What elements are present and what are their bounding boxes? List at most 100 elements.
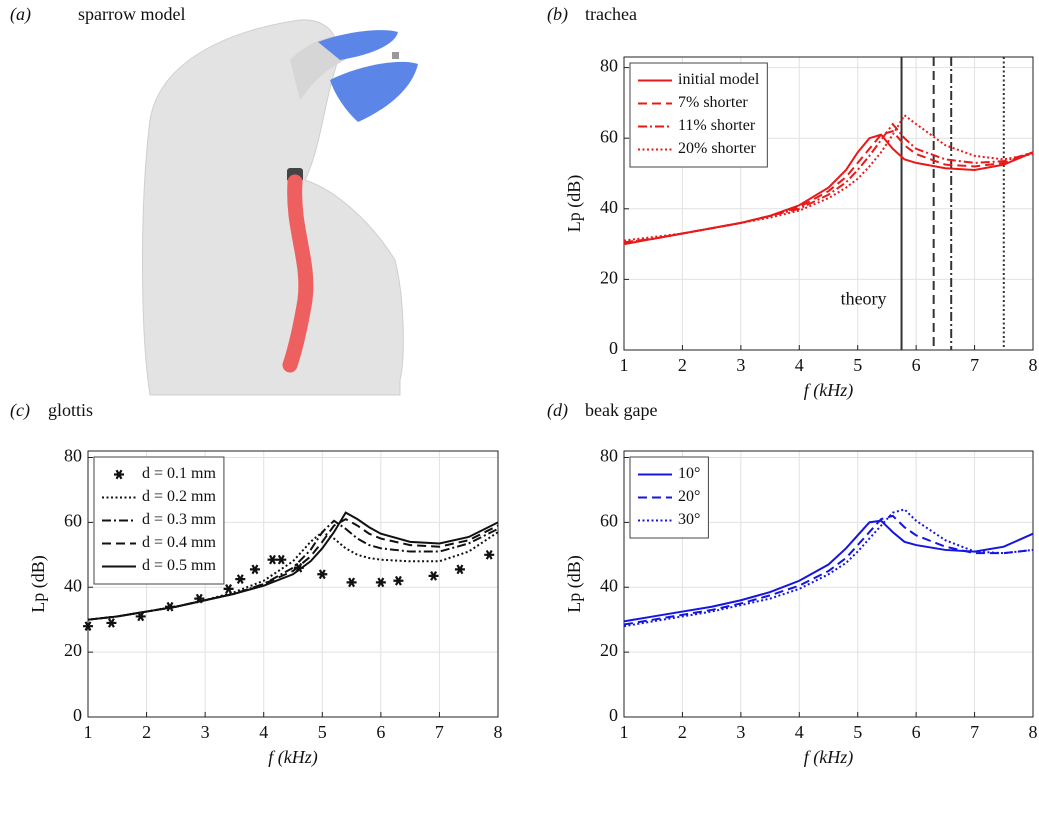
x-tick-label: 6 [912,355,921,375]
x-tick-label: 5 [853,355,862,375]
legend: initial model 7% shorter 11% shorter 20% sh… [629,62,768,168]
legend-label: 20° [678,488,700,505]
legend-label: d = 0.2 mm [142,488,216,505]
series-line [87,511,499,621]
x-tick-label: 8 [494,722,503,742]
x-tick-label: 3 [201,722,210,742]
y-tick-label: 80 [64,446,82,466]
x-tick-label: 1 [620,722,629,742]
y-tick-label: 60 [600,510,618,530]
data-point [276,554,287,565]
upper-beak [318,30,398,60]
x-tick-label: 4 [795,355,804,375]
data-point [346,577,357,588]
y-tick-label: 20 [600,268,618,288]
x-tick-label: 5 [853,722,862,742]
legend-label: 11% shorter [678,117,756,134]
y-tick-label: 40 [600,197,618,217]
legend: d = 0.1 mm d = 0.2 mm d = 0.3 mm d = 0.4 mm… [93,456,225,585]
x-tick-label: 7 [970,722,979,742]
y-tick-label: 60 [600,126,618,146]
y-tick-label: 20 [64,640,82,660]
x-tick-label: 7 [970,355,979,375]
x-tick-label: 5 [318,722,327,742]
series-line [623,113,1034,242]
data-point [454,564,465,575]
y-tick-label: 60 [64,510,82,530]
x-tick-label: 1 [620,355,629,375]
x-tick-label: 4 [795,722,804,742]
legend: 10° 20° 30° [629,456,709,539]
x-tick-label: 1 [84,722,93,742]
series-line [623,508,1034,628]
plot-frame [623,450,1034,718]
x-axis-label: f (kHz) [268,747,317,768]
lower-beak [330,61,418,122]
panel-label: (d) [547,400,568,421]
data-point [428,571,439,581]
x-tick-label: 7 [435,722,444,742]
x-tick-label: 8 [1029,722,1038,742]
data-point [375,577,386,588]
data-point [223,584,234,594]
panel-label: (b) [547,4,568,25]
plot-frame [623,56,1034,351]
x-tick-label: 2 [142,722,151,742]
legend-label: 7% shorter [678,94,748,111]
y-tick-label: 0 [73,705,82,725]
panel-title: sparrow model [78,4,185,24]
x-tick-label: 3 [736,355,745,375]
x-tick-label: 8 [1029,355,1038,375]
x-tick-label: 2 [678,722,687,742]
data-point [249,564,260,575]
y-tick-label: 80 [600,56,618,76]
x-tick-label: 2 [678,355,687,375]
data-point [106,618,117,628]
series-line [623,514,1034,626]
legend-label: d = 0.5 mm [142,557,216,574]
panel-title: glottis [48,400,93,420]
y-tick-label: 0 [609,338,618,358]
data-point [83,621,93,632]
panel-title: beak gape [585,400,657,420]
legend-label: initial model [678,71,760,88]
series-line [623,122,1034,244]
data-point [393,575,404,586]
legend-label: d = 0.4 mm [142,534,216,551]
legend-label: d = 0.1 mm [142,465,216,482]
annotation: theory [841,289,887,309]
trachea [282,174,314,373]
legend-label: 30° [678,511,700,528]
plot-frame [87,450,499,718]
legend-label: 20% shorter [678,140,756,157]
y-tick-label: 40 [64,575,82,595]
data-point [235,574,246,584]
x-tick-label: 4 [259,722,268,742]
panel-label: (c) [10,400,30,421]
data-point [317,569,328,580]
body [142,19,404,396]
panel-title: trachea [585,4,637,24]
x-axis-label: f (kHz) [804,380,853,401]
y-axis-label: Lp (dB) [564,555,585,613]
data-point [267,554,278,565]
marker-square [392,52,399,59]
sparrow-model: (a) sparrow model [10,4,418,396]
x-tick-label: 6 [912,722,921,742]
y-tick-label: 80 [600,446,618,466]
panel-label: (a) [10,4,31,25]
x-axis-label: f (kHz) [804,747,853,768]
y-axis-label: Lp (dB) [28,555,49,613]
x-tick-label: 3 [736,722,745,742]
series-line [623,519,1034,623]
y-tick-label: 20 [600,640,618,660]
legend-label: 10° [678,465,700,482]
legend-marker [114,469,124,480]
data-point [484,549,495,560]
y-tick-label: 0 [609,705,618,725]
x-tick-label: 6 [376,722,385,742]
legend-label: d = 0.3 mm [142,511,216,528]
y-tick-label: 40 [600,575,618,595]
y-axis-label: Lp (dB) [564,175,585,233]
